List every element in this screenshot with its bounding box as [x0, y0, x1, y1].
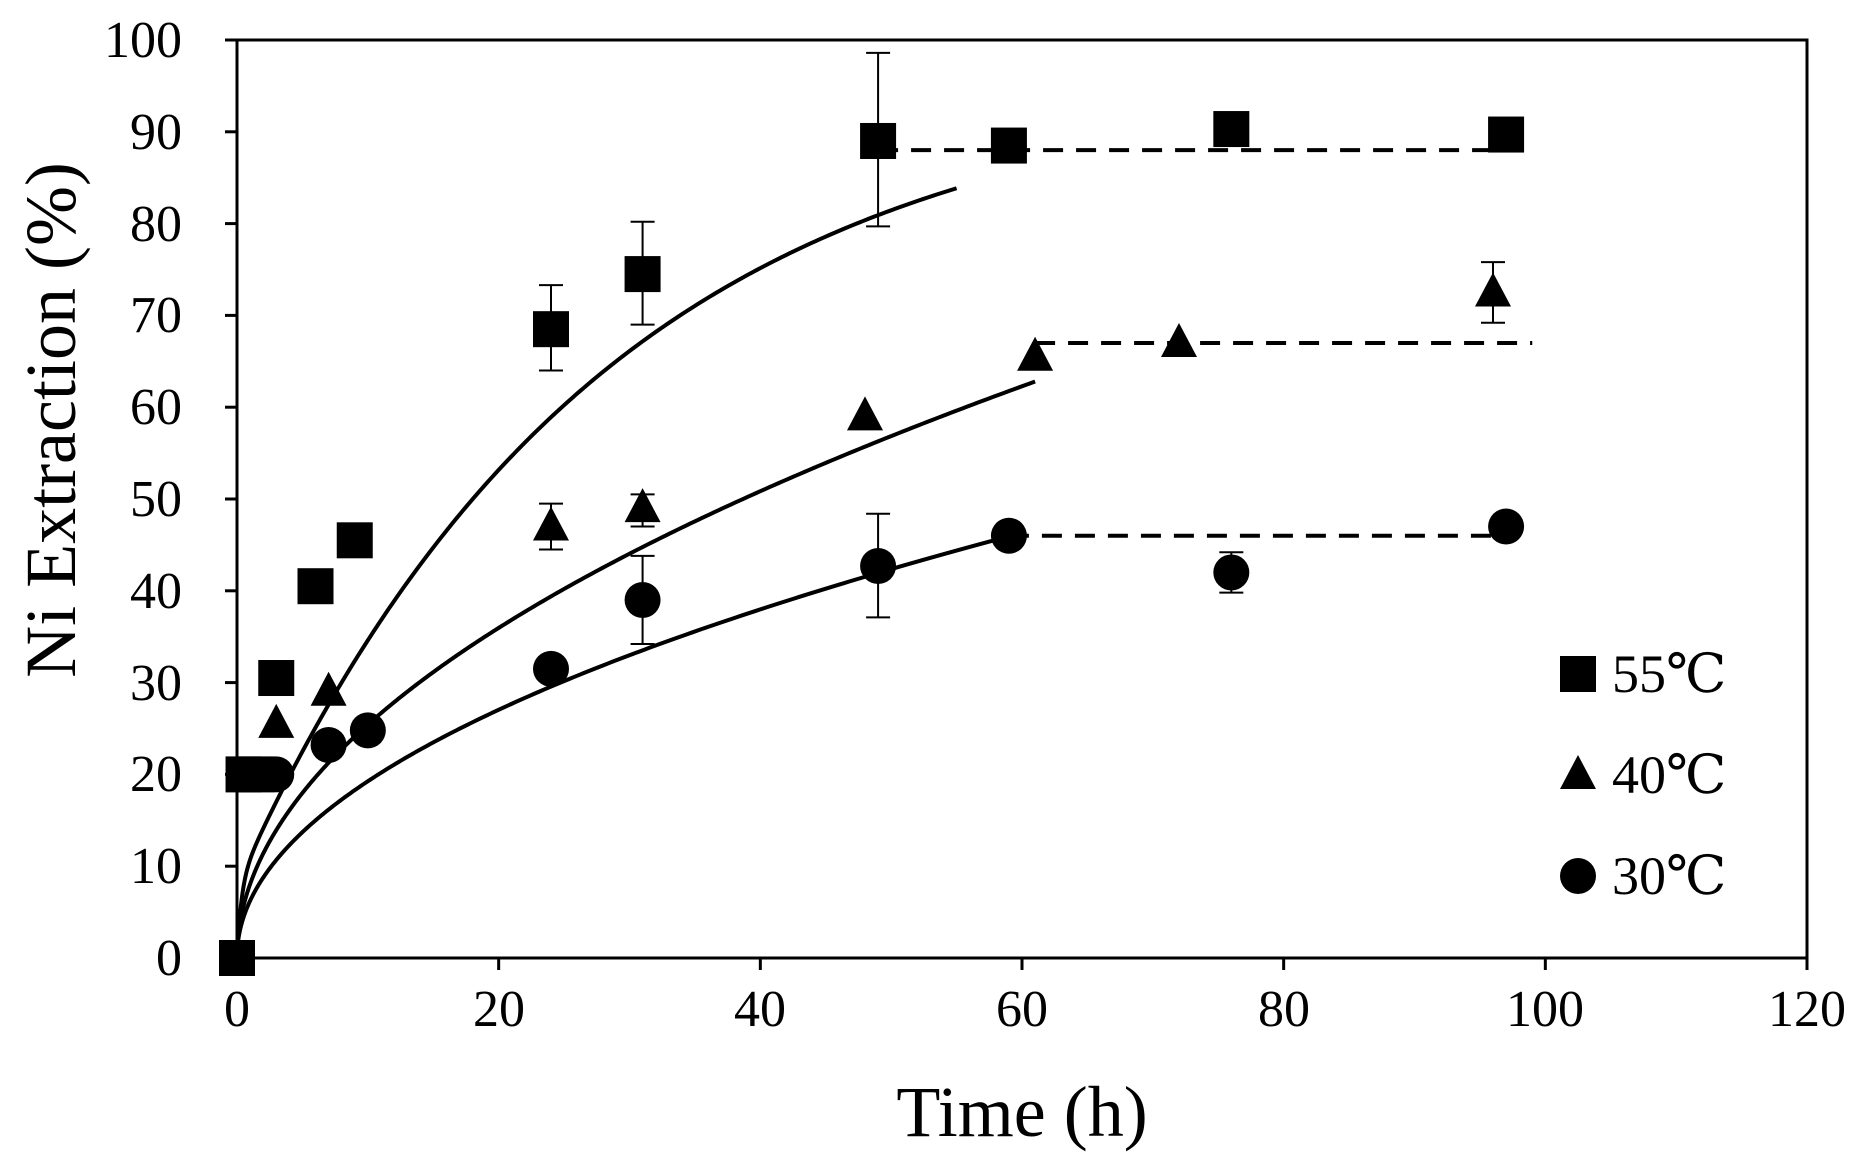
plateau-lines [878, 148, 1533, 538]
y-tick-label: 80 [130, 196, 182, 253]
y-tick-label: 50 [130, 471, 182, 528]
legend-marker-triangle [1560, 755, 1596, 789]
y-axis: 0 10 20 30 40 50 60 70 80 90 100 [104, 12, 182, 987]
legend-marker-circle [1560, 858, 1596, 894]
x-tick-label: 120 [1768, 981, 1846, 1038]
legend-marker-triangle [1560, 755, 1596, 789]
legend-label: 55℃ [1612, 644, 1726, 704]
data-point-55c [297, 568, 334, 605]
data-point-30c [624, 581, 661, 618]
legend-label: 40℃ [1612, 745, 1726, 805]
y-tick-label: 100 [104, 12, 182, 69]
data-point-40c [847, 396, 883, 431]
data-point-40c [533, 506, 569, 541]
legend-item-40c: 40℃ [1560, 745, 1726, 805]
y-tick-label: 60 [130, 379, 182, 436]
legend-item-55c: 55℃ [1560, 644, 1726, 704]
data-point-40c [1475, 272, 1511, 307]
y-tick-label: 90 [130, 104, 182, 161]
data-point-40c [624, 488, 661, 523]
x-axis: 0 20 40 60 80 100 120 [224, 981, 1846, 1038]
data-point-40c [310, 671, 347, 706]
x-tick-label: 40 [734, 981, 786, 1038]
x-tick-label: 60 [996, 981, 1048, 1038]
y-tick-label: 70 [130, 287, 182, 344]
legend-label: 30℃ [1612, 846, 1726, 906]
data-point-40c [258, 703, 295, 738]
y-tick-label: 0 [156, 930, 182, 987]
x-axis-title: Time (h) [896, 1072, 1147, 1152]
legend-item-30c: 30℃ [1560, 846, 1726, 906]
legend: 55℃ 40℃ 30℃ [1560, 644, 1726, 906]
y-tick-label: 20 [130, 746, 182, 803]
data-point-40c [1017, 336, 1054, 371]
fit-curve-40c [235, 379, 1036, 959]
data-point-30c [990, 517, 1027, 554]
fit-curve-55c [235, 186, 958, 959]
x-tick-label: 80 [1258, 981, 1310, 1038]
data-point-55c [990, 127, 1027, 164]
x-tick-label: 0 [224, 981, 250, 1038]
x-tick-label: 100 [1506, 981, 1584, 1038]
legend-marker-circle [1560, 858, 1596, 894]
y-tick-label: 10 [130, 838, 182, 895]
y-tick-label: 40 [130, 563, 182, 620]
data-point-30c [1488, 508, 1525, 545]
data-point-55c [258, 660, 295, 697]
data-point-30c [533, 650, 569, 687]
data-point-55c [624, 256, 661, 293]
data-point-55c [336, 522, 373, 559]
data-point-55c [1213, 111, 1250, 148]
x-tick-label: 20 [473, 981, 525, 1038]
data-markers [219, 111, 1525, 976]
y-axis-title: Ni Extraction (%) [11, 162, 91, 678]
fit-curve-30c [235, 534, 1010, 959]
data-point-55c [860, 122, 897, 159]
y-tick-label: 30 [130, 655, 182, 712]
data-point-30c [219, 940, 255, 976]
data-point-30c [1213, 554, 1250, 591]
fit-curves [235, 186, 1036, 959]
data-point-55c [533, 311, 569, 348]
data-point-30c [860, 548, 897, 585]
data-point-55c [1488, 116, 1525, 153]
legend-marker-square [1560, 656, 1596, 692]
data-point-40c [1161, 322, 1197, 357]
data-point-30c [349, 712, 386, 749]
data-point-30c [258, 756, 295, 793]
legend-marker-square [1560, 656, 1596, 692]
data-point-30c [310, 727, 347, 764]
